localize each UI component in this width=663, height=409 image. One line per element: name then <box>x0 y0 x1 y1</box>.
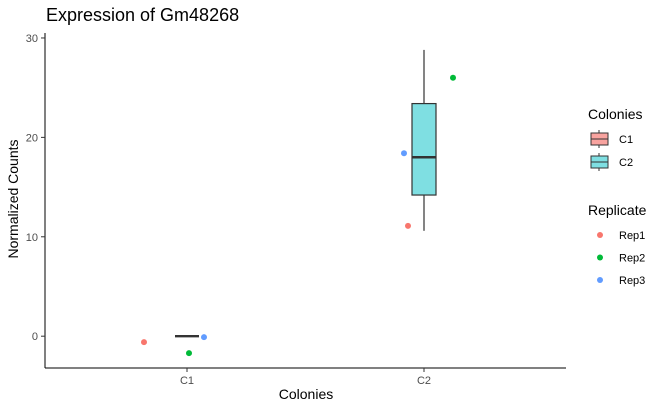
legend-label-C2: C2 <box>619 157 633 169</box>
legend-key-point-Rep1 <box>597 232 603 238</box>
box-C2 <box>411 102 437 196</box>
legend-replicate-title: Replicate <box>588 202 647 218</box>
y-ticks: 0 10 20 30 <box>26 33 45 343</box>
y-tick-label-10: 10 <box>26 232 38 244</box>
legend-label-Rep2: Rep2 <box>619 253 645 265</box>
x-tick-label-C2: C2 <box>417 375 431 387</box>
x-ticks: C1 C2 <box>180 368 431 387</box>
axes <box>44 33 566 369</box>
legend-key-point-Rep3 <box>597 277 603 283</box>
legend-colonies-title: Colonies <box>588 106 642 122</box>
point-C2-Rep1 <box>405 222 411 229</box>
y-tick-label-0: 0 <box>32 331 38 343</box>
chart-title: Expression of Gm48268 <box>46 5 239 25</box>
point-C2-Rep3 <box>401 150 407 157</box>
y-tick-label-20: 20 <box>26 132 38 144</box>
y-tick-label-30: 30 <box>26 33 38 45</box>
x-tick-label-C1: C1 <box>180 375 194 387</box>
legend-label-C1: C1 <box>619 134 633 146</box>
point-C1-Rep3 <box>201 334 207 341</box>
legend-colonies: Colonies C1 C2 <box>588 106 642 171</box>
legend-key-point-Rep2 <box>597 254 603 261</box>
points <box>141 74 456 357</box>
legend-label-Rep3: Rep3 <box>619 275 645 287</box>
point-C2-Rep2 <box>450 74 456 81</box>
legend-replicate: Replicate Rep1 Rep2 Rep3 <box>588 202 647 287</box>
boxplots <box>175 49 437 338</box>
point-C1-Rep2 <box>186 350 192 357</box>
point-C1-Rep1 <box>141 339 147 346</box>
y-axis-label: Normalized Counts <box>5 139 21 258</box>
x-axis-label: Colonies <box>279 386 333 402</box>
legend-label-Rep1: Rep1 <box>619 230 645 242</box>
